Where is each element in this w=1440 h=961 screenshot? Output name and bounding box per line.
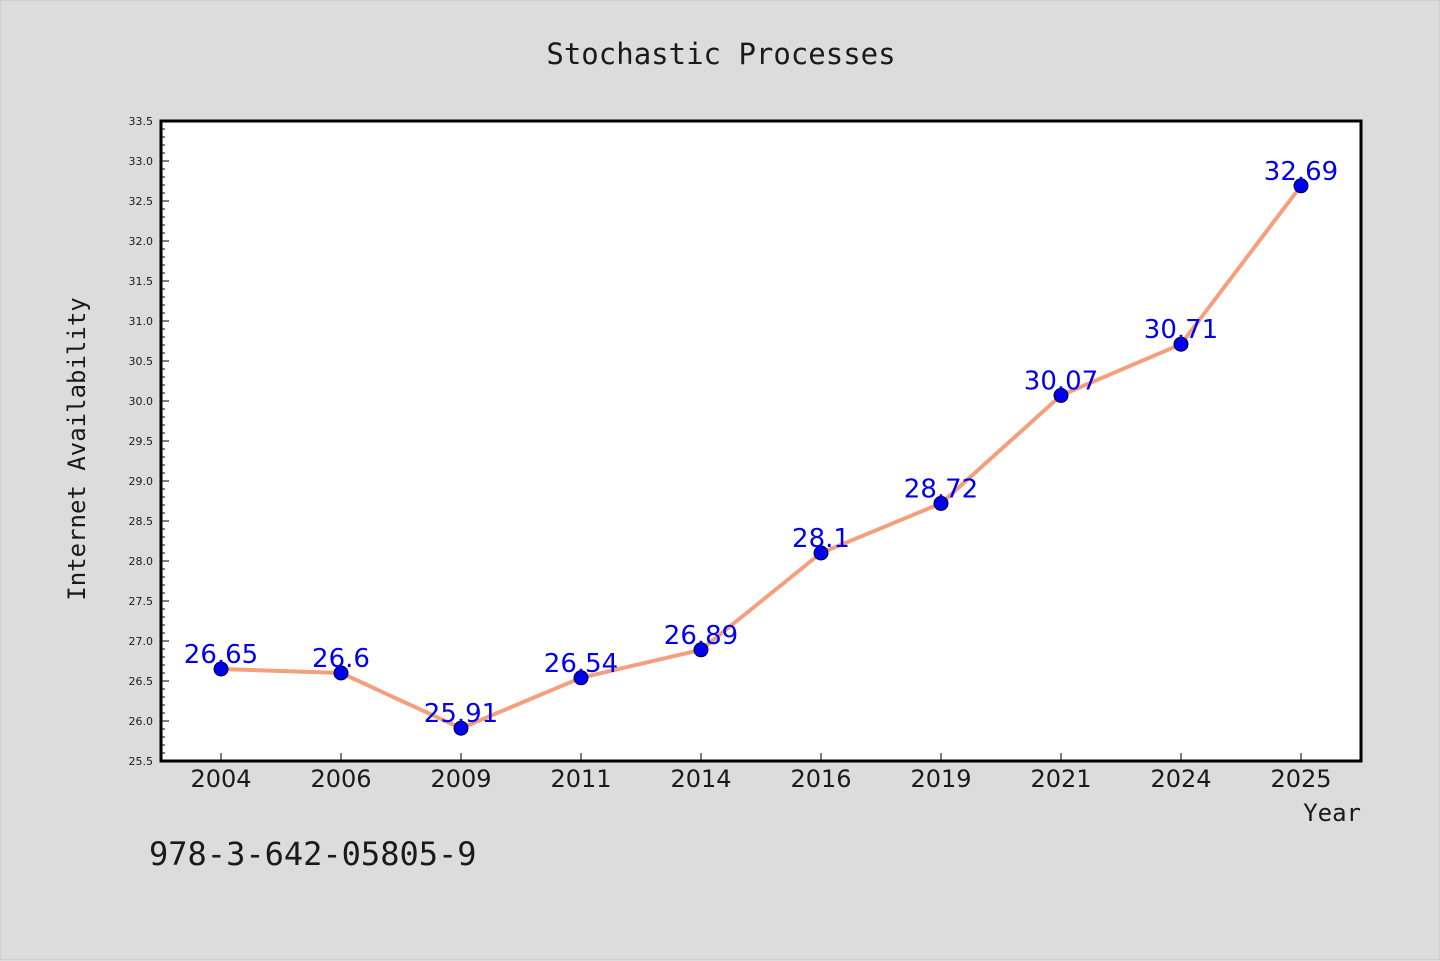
y-tick-label: 26.5	[129, 675, 154, 688]
data-label: 26.6	[312, 644, 370, 674]
isbn-text: 978-3-642-05805-9	[149, 835, 477, 873]
x-tick-label: 2011	[550, 765, 611, 793]
data-point-marker	[1173, 336, 1189, 352]
data-label: 32.69	[1264, 157, 1338, 187]
x-tick-label: 2025	[1270, 765, 1331, 793]
y-tick-label: 33.5	[129, 115, 154, 128]
y-axis-label: Internet Availability	[63, 297, 91, 600]
y-tick-label: 30.5	[129, 355, 154, 368]
data-label: 26.65	[184, 640, 258, 670]
data-point-marker	[333, 665, 349, 681]
data-label: 30.71	[1144, 315, 1218, 345]
data-label: 28.72	[904, 474, 978, 504]
y-tick-label: 28.5	[129, 515, 154, 528]
x-tick-label: 2009	[430, 765, 491, 793]
data-point-marker	[453, 720, 469, 736]
y-axis-ticks: 25.5 26.0 26.5 27.0 27.5 28.0 28.5 29.0 29.5 30.0…	[129, 115, 169, 768]
x-tick-label: 2021	[1030, 765, 1091, 793]
x-tick-label: 2016	[790, 765, 851, 793]
data-point-marker	[933, 495, 949, 511]
data-point-marker	[1293, 178, 1309, 194]
data-label: 30.07	[1024, 366, 1098, 396]
x-tick-label: 2019	[910, 765, 971, 793]
y-tick-label: 27.0	[129, 635, 154, 648]
y-tick-label: 25.5	[129, 755, 154, 768]
data-label: 26.89	[664, 621, 738, 651]
data-label: 28.1	[792, 524, 850, 554]
x-tick-label: 2004	[190, 765, 251, 793]
y-tick-label: 31.5	[129, 275, 154, 288]
series-line	[219, 183, 1303, 731]
y-tick-label: 29.0	[129, 475, 154, 488]
y-tick-label: 29.5	[129, 435, 154, 448]
data-point-marker	[213, 661, 229, 677]
series-group: 26.65 26.6 25.91 26.54 26.89 28.1 28.72 30.07 30…	[184, 157, 1338, 736]
data-label: 26.54	[544, 649, 618, 679]
data-point-marker	[573, 670, 589, 686]
x-tick-label: 2014	[670, 765, 731, 793]
y-tick-label: 32.5	[129, 195, 154, 208]
y-tick-label: 26.0	[129, 715, 154, 728]
y-tick-label: 28.0	[129, 555, 154, 568]
y-tick-label: 27.5	[129, 595, 154, 608]
y-tick-label: 32.0	[129, 235, 154, 248]
plot-area	[159, 119, 1363, 763]
chart-title: Stochastic Processes	[546, 37, 895, 71]
x-tick-label: 2006	[310, 765, 371, 793]
x-axis-label: Year	[1303, 799, 1361, 827]
data-label: 25.91	[424, 699, 498, 729]
y-tick-label: 30.0	[129, 395, 154, 408]
data-point-marker	[693, 642, 709, 658]
data-point-marker	[1053, 387, 1069, 403]
y-tick-label: 31.0	[129, 315, 154, 328]
x-axis-ticks: 2004 2006 2009 2011 2014 2016 2019 2021 2024 2025	[190, 753, 1332, 793]
x-tick-label: 2024	[1150, 765, 1211, 793]
y-tick-label: 33.0	[129, 155, 154, 168]
data-point-marker	[813, 545, 829, 561]
